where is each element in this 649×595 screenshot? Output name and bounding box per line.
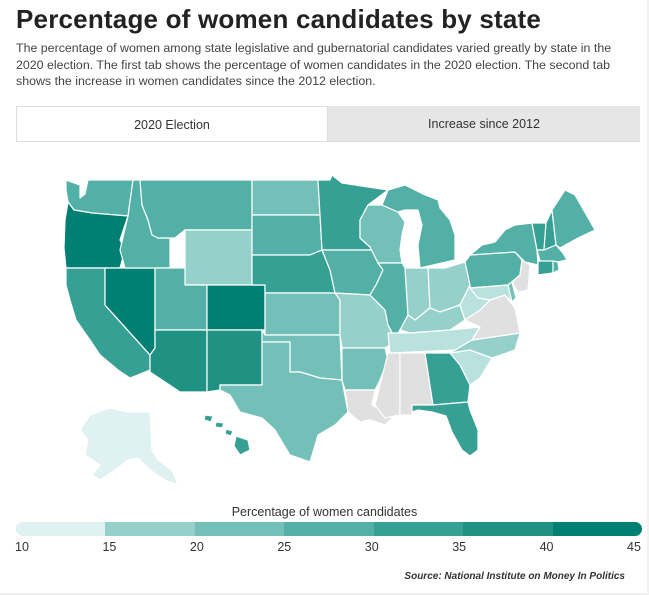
legend-ticks: 10 15 20 25 30 35 40 45 [0, 540, 649, 556]
legend-color-scale [16, 522, 642, 536]
state-illinois[interactable] [369, 262, 409, 339]
state-hawaii[interactable] [203, 414, 251, 456]
legend-swatch [16, 522, 106, 536]
state-wyoming[interactable] [184, 229, 253, 286]
state-florida[interactable] [411, 401, 479, 457]
state-maine[interactable] [551, 189, 596, 249]
legend-swatch [194, 522, 285, 536]
legend-tick-label: 30 [364, 540, 379, 554]
state-kansas[interactable] [264, 292, 341, 336]
state-colorado[interactable] [206, 284, 266, 331]
legend-swatch [552, 522, 642, 536]
legend-tick-label: 20 [189, 540, 204, 554]
tab-bar: 2020 Election Increase since 2012 [16, 106, 640, 142]
state-montana[interactable] [139, 179, 253, 239]
legend-swatch [105, 522, 195, 536]
us-choropleth-map [63, 174, 596, 486]
legend-tick-label: 25 [277, 540, 292, 554]
tab-2020-election[interactable]: 2020 Election [16, 106, 328, 142]
state-alaska[interactable] [79, 407, 179, 486]
legend-title: Percentage of women candidates [231, 505, 418, 519]
legend-swatch [463, 522, 553, 536]
state-nebraska[interactable] [251, 249, 336, 294]
state-new-mexico[interactable] [206, 329, 263, 393]
page-subtitle: The percentage of women among state legi… [16, 41, 612, 88]
state-rhode-island[interactable] [552, 260, 560, 274]
state-south-dakota[interactable] [251, 214, 323, 256]
state-north-dakota[interactable] [251, 179, 321, 216]
tab-increase-since-2012[interactable]: Increase since 2012 [328, 106, 640, 142]
page-title: Percentage of women candidates by state [16, 4, 542, 34]
state-delaware[interactable] [507, 281, 517, 303]
state-arkansas[interactable] [341, 347, 389, 391]
state-wisconsin[interactable] [359, 204, 406, 264]
state-louisiana[interactable] [344, 389, 393, 426]
state-texas[interactable] [219, 341, 349, 463]
legend-swatch [284, 522, 374, 536]
legend-tick-label: 10 [15, 540, 29, 554]
state-new-jersey[interactable] [511, 259, 531, 293]
legend-swatch [373, 522, 464, 536]
state-connecticut[interactable] [537, 260, 554, 276]
legend-tick-label: 35 [452, 540, 467, 554]
legend-tick-label: 45 [627, 540, 641, 554]
legend-tick-label: 40 [539, 540, 554, 554]
state-arizona[interactable] [149, 329, 208, 393]
legend-tick-label: 15 [102, 540, 117, 554]
source-note: Source: National Institute on Money In P… [404, 571, 625, 582]
state-michigan[interactable] [381, 184, 456, 269]
tab-divider [16, 141, 640, 142]
